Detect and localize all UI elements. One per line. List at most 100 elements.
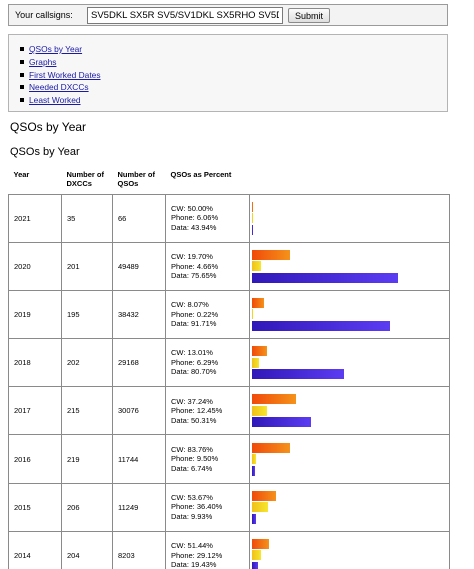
phone-percent: Phone: 4.66%: [171, 261, 219, 271]
data-bar: [252, 513, 257, 524]
data-percent: Data: 91.71%: [171, 319, 217, 329]
phone-bar: [252, 550, 262, 561]
callsign-input[interactable]: [87, 7, 283, 24]
data-bar: [252, 320, 390, 331]
nav-link-first-worked-dates[interactable]: First Worked Dates: [29, 69, 101, 80]
data-percent: Data: 9.93%: [171, 511, 213, 521]
data-percent: Data: 80.70%: [171, 367, 217, 377]
bullet-icon: [20, 98, 24, 103]
phone-bar: [252, 261, 261, 272]
nav-box: QSOs by Year Graphs First Worked Dates N…: [8, 34, 448, 112]
bullet-icon: [20, 72, 24, 77]
dxcc-count-cell: 201: [61, 241, 113, 291]
qso-count-cell: 8203: [112, 530, 166, 569]
header-year: Year: [13, 170, 30, 179]
year-cell: 2018: [8, 338, 62, 388]
bars-cell: [249, 289, 450, 340]
qso-count-cell: 11249: [112, 482, 166, 532]
cw-bar: [252, 394, 296, 405]
data-percent: Data: 19.43%: [171, 560, 217, 569]
data-bar: [252, 369, 344, 380]
phone-bar: [252, 502, 268, 513]
phone-percent: Phone: 9.50%: [171, 454, 219, 464]
nav-link-qsos-by-year[interactable]: QSOs by Year: [29, 44, 83, 54]
data-percent: Data: 43.94%: [171, 222, 217, 232]
table-row: 2014 204 8203 CW: 51.44% Phone: 29.12% Data: …: [8, 530, 450, 569]
qso-count-cell: 49489: [112, 241, 166, 291]
year-cell: 2016: [8, 434, 62, 484]
bullet-icon: [20, 59, 24, 64]
phone-percent: Phone: 12.45%: [171, 406, 223, 416]
nav-item: First Worked Dates: [20, 69, 101, 82]
cw-percent: CW: 53.67%: [171, 492, 213, 502]
dxcc-count-cell: 204: [61, 530, 113, 569]
bars-cell: [249, 193, 450, 243]
bars-cell: [249, 434, 450, 484]
data-percent: Data: 6.74%: [171, 463, 213, 473]
year-cell: 2020: [8, 241, 62, 291]
percent-cell: CW: 19.70% Phone: 4.66% Data: 75.65%: [165, 241, 250, 291]
year-cell: 2015: [8, 482, 62, 532]
cw-percent: CW: 83.76%: [171, 444, 213, 454]
percent-cell: CW: 50.00% Phone: 6.06% Data: 43.94%: [165, 193, 250, 243]
percent-cell: CW: 8.07% Phone: 0.22% Data: 91.71%: [165, 289, 250, 340]
table-row: 2016 219 11744 CW: 83.76% Phone: 9.50% Data: …: [8, 434, 450, 484]
table-header-row: Year Number of DXCCs Number of QSOs QSOs a…: [9, 164, 450, 194]
year-cell: 2014: [8, 530, 62, 569]
phone-bar: [252, 309, 253, 320]
header-dxccs-line1: Number of: [66, 170, 105, 179]
cw-bar: [252, 201, 253, 212]
table-row: 2021 35 66 CW: 50.00% Phone: 6.06% Data: 43.9…: [8, 193, 450, 243]
phone-percent: Phone: 36.40%: [171, 502, 223, 512]
table-row: 2019 195 38432 CW: 8.07% Phone: 0.22% Data: 9…: [8, 289, 450, 340]
cw-bar: [252, 346, 267, 357]
qso-count-cell: 29168: [112, 338, 166, 388]
nav-link-graphs[interactable]: Graphs: [29, 56, 57, 67]
dxcc-count-cell: 219: [61, 434, 113, 484]
table-row: 2017 215 30076 CW: 37.24% Phone: 12.45% Data:…: [8, 386, 450, 436]
bullet-icon: [20, 85, 24, 90]
data-bar: [252, 224, 253, 235]
cw-bar: [252, 249, 290, 260]
cw-bar: [252, 442, 291, 453]
bars-cell: [249, 241, 450, 291]
bars-cell: [249, 338, 450, 388]
qsos-by-year-table: Year Number of DXCCs Number of QSOs QSOs a…: [8, 164, 450, 569]
data-percent: Data: 50.31%: [171, 415, 217, 425]
dxcc-count-cell: 206: [61, 482, 113, 532]
header-bars: [250, 164, 450, 194]
nav-link-least-worked[interactable]: Least Worked: [29, 95, 81, 106]
year-cell: 2017: [8, 386, 62, 436]
table-body: 2021 35 66 CW: 50.00% Phone: 6.06% Data: 43.9…: [8, 193, 450, 569]
nav-item: Needed DXCCs: [20, 81, 101, 94]
data-bar: [252, 417, 311, 428]
qso-count-cell: 38432: [112, 289, 166, 340]
percent-cell: CW: 53.67% Phone: 36.40% Data: 9.93%: [165, 482, 250, 532]
cw-bar: [252, 297, 265, 308]
phone-bar: [252, 405, 267, 416]
header-qsos-line1: Number of: [117, 170, 156, 179]
nav-link-needed-dxccs[interactable]: Needed DXCCs: [29, 82, 89, 93]
table-row: 2015 206 11249 CW: 53.67% Phone: 36.40% Data:…: [8, 482, 450, 532]
nav-list: QSOs by Year Graphs First Worked Dates N…: [20, 43, 101, 107]
cw-percent: CW: 19.70%: [171, 252, 213, 262]
data-bar: [252, 465, 256, 476]
submit-button[interactable]: Submit: [288, 8, 330, 23]
bars-cell: [249, 530, 450, 569]
header-percent: QSOs as Percent: [170, 170, 232, 179]
qso-count-cell: 11744: [112, 434, 166, 484]
page-title: QSOs by Year: [10, 120, 87, 134]
year-cell: 2019: [8, 289, 62, 340]
percent-cell: CW: 51.44% Phone: 29.12% Data: 19.43%: [165, 530, 250, 569]
header-qsos-line2: QSOs: [117, 179, 139, 188]
phone-bar: [252, 454, 257, 465]
table-row: 2018 202 29168 CW: 13.01% Phone: 6.29% Data: …: [8, 338, 450, 388]
header-dxccs-line2: DXCCs: [66, 179, 92, 188]
cw-bar: [252, 538, 269, 549]
phone-percent: Phone: 6.06%: [171, 213, 219, 223]
cw-percent: CW: 37.24%: [171, 396, 213, 406]
data-percent: Data: 75.65%: [171, 271, 217, 281]
cw-percent: CW: 13.01%: [171, 348, 213, 358]
qso-count-cell: 30076: [112, 386, 166, 436]
percent-cell: CW: 37.24% Phone: 12.45% Data: 50.31%: [165, 386, 250, 436]
